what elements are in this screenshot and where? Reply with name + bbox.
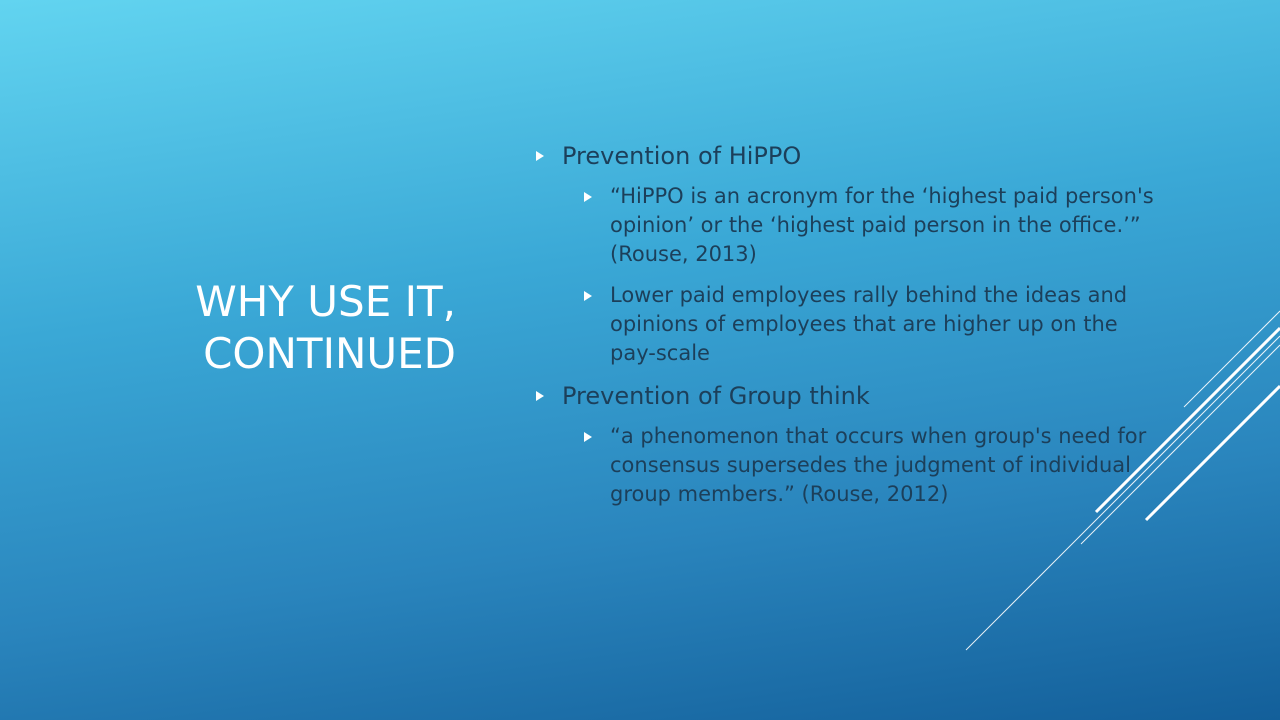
triangle-right-icon	[584, 291, 592, 301]
bullet-list: Prevention of HiPPO “HiPPO is an acronym…	[536, 140, 1186, 521]
bullet-text: Prevention of Group think	[562, 382, 870, 410]
sub-bullet-item: “a phenomenon that occurs when group's n…	[584, 422, 1170, 509]
sub-bullet-text: “HiPPO is an acronym for the ‘highest pa…	[610, 184, 1154, 266]
sub-bullet-text: Lower paid employees rally behind the id…	[610, 283, 1128, 365]
triangle-right-icon	[584, 432, 592, 442]
sub-bullet-text: “a phenomenon that occurs when group's n…	[610, 424, 1147, 506]
diagonal-line	[1080, 344, 1280, 545]
diagonal-line	[1144, 384, 1280, 522]
diagonal-line	[1094, 326, 1280, 514]
slide-title: WHY USE IT, CONTINUED	[150, 276, 456, 380]
diagonal-line	[965, 335, 1280, 651]
triangle-right-icon	[584, 192, 592, 202]
title-line: WHY USE IT,	[195, 277, 456, 326]
title-line: CONTINUED	[203, 329, 456, 378]
bullet-item: Prevention of HiPPO	[536, 140, 1186, 172]
sub-bullet-item: Lower paid employees rally behind the id…	[584, 281, 1170, 368]
bullet-text: Prevention of HiPPO	[562, 142, 802, 170]
bullet-item: Prevention of Group think	[536, 380, 1186, 412]
triangle-right-icon	[536, 391, 544, 401]
diagonal-line	[1183, 310, 1280, 408]
sub-bullet-item: “HiPPO is an acronym for the ‘highest pa…	[584, 182, 1170, 269]
triangle-right-icon	[536, 151, 544, 161]
